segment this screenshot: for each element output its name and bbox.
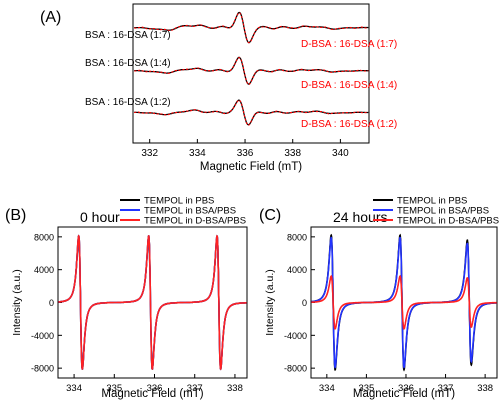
spectrum-line-a-red <box>134 57 369 85</box>
x-tick-label-a: 336 <box>237 148 254 159</box>
trace-label-red: D-BSA : 16-DSA (1:4) <box>301 80 397 91</box>
x-tick-label-a: 332 <box>141 148 158 159</box>
panel-label-a: (A) <box>40 9 61 26</box>
y-tick-label-c: 0 <box>302 298 307 308</box>
y-tick-label-c: 8000 <box>287 232 307 242</box>
x-tick-label-c: 336 <box>398 383 414 394</box>
annotation-b: 0 hour <box>80 209 120 225</box>
panel-label-b: (B) <box>5 207 26 224</box>
trace-label-black: BSA : 16-DSA (1:4) <box>85 58 171 69</box>
x-axis-label-a: Magnetic Field (mT) <box>200 161 302 173</box>
trace-label-red: D-BSA : 16-DSA (1:7) <box>301 39 397 50</box>
y-tick-label-b: -8000 <box>31 364 54 374</box>
y-tick-label-b: 4000 <box>34 265 54 275</box>
y-axis-label-c: Intensity (a.u.) <box>264 269 276 336</box>
x-axis-label-b: Magnetic Field (mT) <box>101 388 203 400</box>
x-tick-label-c: 334 <box>319 383 335 394</box>
spectrum-line-c <box>311 274 498 330</box>
x-tick-label-a: 338 <box>284 148 301 159</box>
x-tick-label-b: 338 <box>227 383 243 394</box>
legend-label: TEMPOL in D-BSA/PBS <box>397 216 499 227</box>
x-tick-label-c: 335 <box>358 383 374 394</box>
x-tick-label-a: 340 <box>332 148 349 159</box>
spectrum-line-b <box>58 234 247 371</box>
x-tick-label-b: 334 <box>66 383 82 394</box>
plot-frame-a <box>132 3 370 144</box>
x-tick-label-b: 336 <box>147 383 163 394</box>
trace-label-red: D-BSA : 16-DSA (1:2) <box>301 119 397 130</box>
x-tick-label-b: 335 <box>106 383 122 394</box>
trace-label-black: BSA : 16-DSA (1:2) <box>85 97 171 108</box>
x-tick-label-c: 337 <box>438 383 454 394</box>
y-tick-label-b: -4000 <box>31 331 54 341</box>
legend-label: TEMPOL in PBS <box>144 196 214 207</box>
y-tick-label-c: 4000 <box>287 265 307 275</box>
x-tick-label-c: 338 <box>477 383 493 394</box>
legend-label: TEMPOL in PBS <box>397 196 467 207</box>
y-tick-label-b: 0 <box>49 298 54 308</box>
y-tick-label-c: -4000 <box>284 331 307 341</box>
y-axis-label-b: Intensity (a.u.) <box>11 269 23 336</box>
legend-label: TEMPOL in BSA/PBS <box>144 206 236 217</box>
legend-label: TEMPOL in D-BSA/PBS <box>144 216 246 227</box>
trace-label-black: BSA : 16-DSA (1:7) <box>85 30 171 41</box>
spectrum-line-c <box>311 236 497 369</box>
x-tick-label-b: 337 <box>187 383 203 394</box>
legend-label: TEMPOL in BSA/PBS <box>397 206 489 217</box>
panel-label-c: (C) <box>259 207 281 224</box>
x-tick-label-a: 334 <box>189 148 206 159</box>
y-tick-label-c: -8000 <box>284 364 307 374</box>
spectrum-line-a-red <box>134 99 369 126</box>
annotation-c: 24 hours <box>333 209 387 225</box>
y-tick-label-b: 8000 <box>34 232 54 242</box>
spectrum-line-a-red <box>134 12 369 44</box>
x-axis-label-c: Magnetic Field (mT) <box>353 388 455 400</box>
